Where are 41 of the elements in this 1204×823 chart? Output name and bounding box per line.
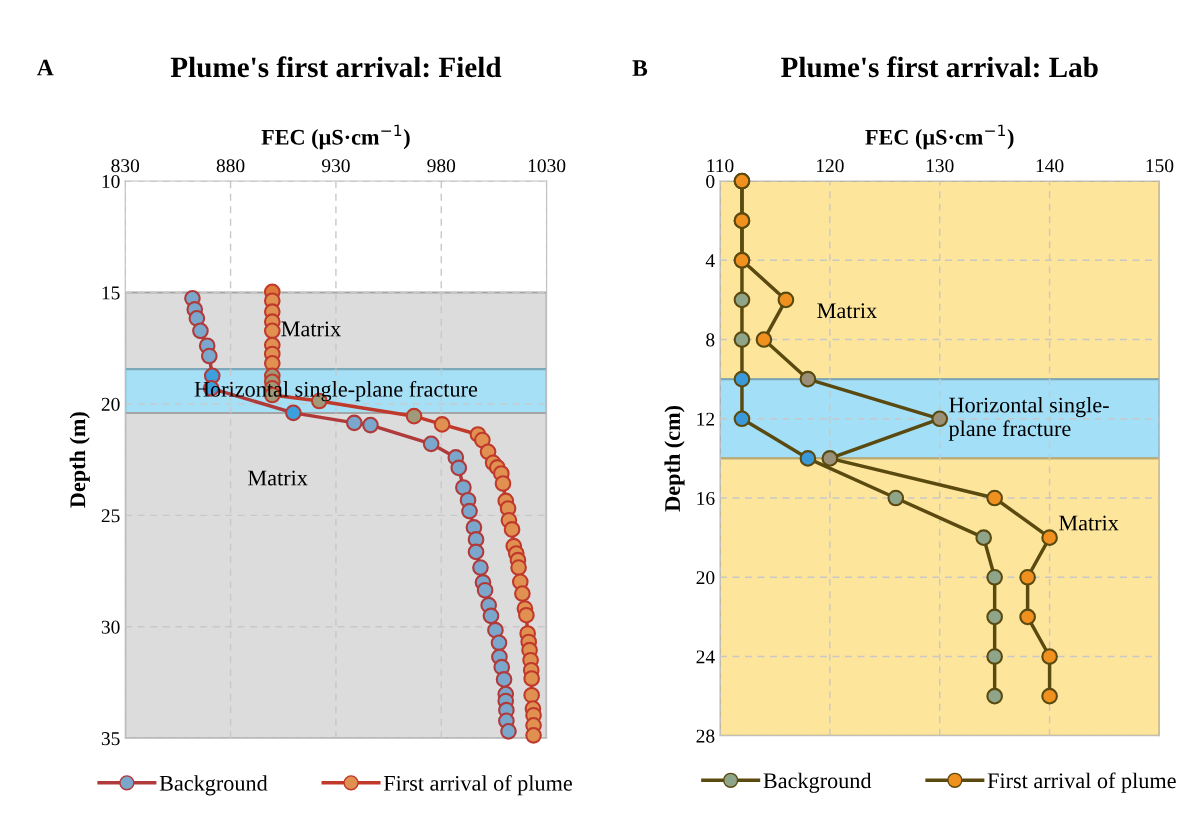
- band-label: Matrix: [248, 470, 308, 486]
- x-tick-label: 930: [321, 159, 350, 173]
- x-tick-label: 120: [816, 159, 844, 173]
- x-axis-title: FEC (µS·cm$^{−1}$): [261, 124, 410, 150]
- band-label: Horizontal single- plane fracture: [948, 396, 1109, 441]
- x-tick-label: 130: [926, 159, 954, 173]
- x-axis-title: FEC (µS·cm$^{−1}$): [865, 124, 1014, 150]
- y-tick-label: 30: [101, 620, 120, 634]
- y-tick-label: 12: [697, 412, 715, 426]
- y-tick-label: 15: [102, 286, 120, 300]
- y-tick-label: 4: [705, 254, 715, 268]
- y-tick-label: 0: [706, 174, 715, 188]
- band-label: Matrix: [281, 321, 341, 337]
- text: A: [36, 59, 54, 76]
- band-label: Matrix: [817, 303, 877, 319]
- y-axis-title: Depth (cm): [664, 406, 685, 512]
- chart-title: Plume's first arrival: Field: [170, 56, 502, 78]
- y-tick-label: 20: [101, 397, 120, 411]
- legend-label: Background: [763, 772, 872, 793]
- y-tick-label: 35: [101, 732, 120, 746]
- y-tick-label: 24: [696, 650, 715, 664]
- band-label: Matrix: [1059, 515, 1119, 531]
- legend-label: First arrival of plume: [987, 772, 1176, 793]
- x-tick-label: 1030: [528, 159, 566, 173]
- y-axis-title: Depth (m): [69, 412, 90, 508]
- x-tick-label: 980: [427, 159, 456, 173]
- x-tick-label: 880: [216, 159, 245, 173]
- x-tick-label: 150: [1146, 159, 1174, 173]
- legend-label: First arrival of plume: [383, 774, 572, 796]
- legend-label: Background: [159, 775, 268, 796]
- y-tick-label: 20: [696, 571, 715, 585]
- x-tick-label: 140: [1036, 159, 1064, 173]
- y-tick-label: 28: [696, 729, 715, 743]
- x-tick-label: 110: [707, 159, 734, 173]
- text: B: [632, 60, 648, 76]
- y-tick-label: 25: [101, 509, 120, 523]
- chart-title: Plume's first arrival: Lab: [781, 56, 1098, 78]
- y-tick-label: 16: [697, 491, 715, 505]
- y-tick-label: 8: [706, 333, 715, 347]
- x-tick-label: 830: [111, 159, 140, 173]
- y-tick-label: 10: [102, 174, 120, 188]
